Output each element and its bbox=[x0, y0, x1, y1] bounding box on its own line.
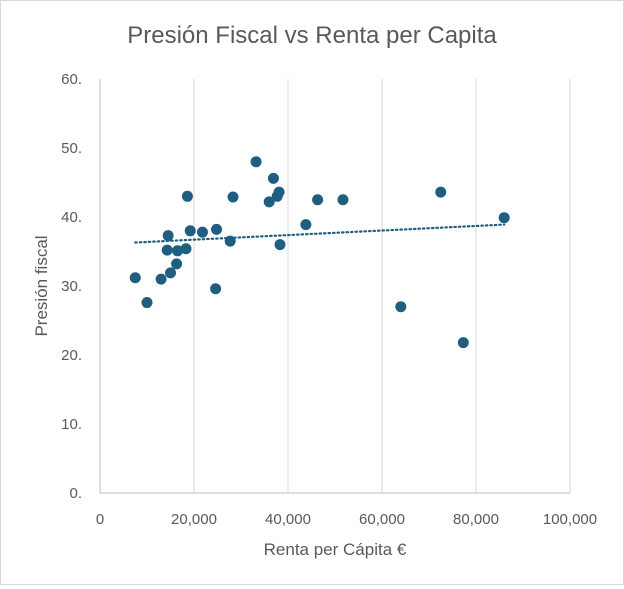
data-point bbox=[457, 337, 469, 349]
data-point bbox=[162, 230, 174, 242]
data-point bbox=[180, 243, 192, 255]
y-tick-label: 40. bbox=[61, 209, 82, 226]
trendline bbox=[134, 223, 506, 244]
data-points bbox=[129, 156, 510, 349]
x-tick-label: 60,000 bbox=[359, 511, 405, 528]
data-point bbox=[211, 223, 223, 235]
data-point bbox=[337, 194, 349, 206]
data-point bbox=[395, 301, 407, 313]
y-tick-label: 50. bbox=[61, 140, 82, 157]
data-point bbox=[155, 273, 167, 285]
data-point bbox=[196, 226, 208, 238]
data-point bbox=[273, 186, 285, 198]
data-point bbox=[141, 297, 153, 309]
y-tick-label: 0. bbox=[69, 485, 82, 502]
x-tick-label: 100,000 bbox=[543, 511, 597, 528]
x-tick-label: 40,000 bbox=[265, 511, 311, 528]
x-tick-label: 80,000 bbox=[453, 511, 499, 528]
data-point bbox=[165, 267, 176, 279]
y-tick-label: 10. bbox=[61, 416, 82, 433]
trendline-layer bbox=[134, 223, 506, 244]
data-point bbox=[172, 245, 184, 257]
axes bbox=[99, 79, 570, 494]
data-point bbox=[435, 186, 447, 198]
y-tick-label: 60. bbox=[61, 71, 82, 88]
data-point bbox=[274, 239, 286, 251]
data-point bbox=[224, 235, 236, 247]
tick-labels: 0 20,000 40,000 60,000 80,000 100,000 0. 10. 20.… bbox=[61, 71, 597, 528]
data-point bbox=[227, 191, 239, 203]
data-point bbox=[498, 212, 510, 224]
x-tick-label: 20,000 bbox=[171, 511, 217, 528]
data-point bbox=[263, 196, 275, 208]
y-tick-label: 30. bbox=[61, 278, 82, 295]
data-point bbox=[171, 258, 183, 270]
data-point bbox=[210, 283, 222, 295]
x-tick-label: 0 bbox=[96, 511, 104, 528]
data-point bbox=[161, 244, 173, 256]
data-point bbox=[181, 190, 193, 202]
data-point bbox=[300, 219, 312, 231]
data-point bbox=[129, 272, 141, 284]
chart-title: Presión Fiscal vs Renta per Capita bbox=[127, 22, 497, 49]
y-tick-label: 20. bbox=[61, 347, 82, 364]
gridlines bbox=[193, 79, 571, 493]
data-point bbox=[250, 156, 262, 168]
data-point bbox=[312, 194, 324, 206]
data-point bbox=[184, 225, 196, 237]
x-axis-label: Renta per Cápita € bbox=[264, 540, 407, 559]
y-axis-label: Presión fiscal bbox=[32, 235, 51, 336]
data-point bbox=[267, 172, 279, 184]
